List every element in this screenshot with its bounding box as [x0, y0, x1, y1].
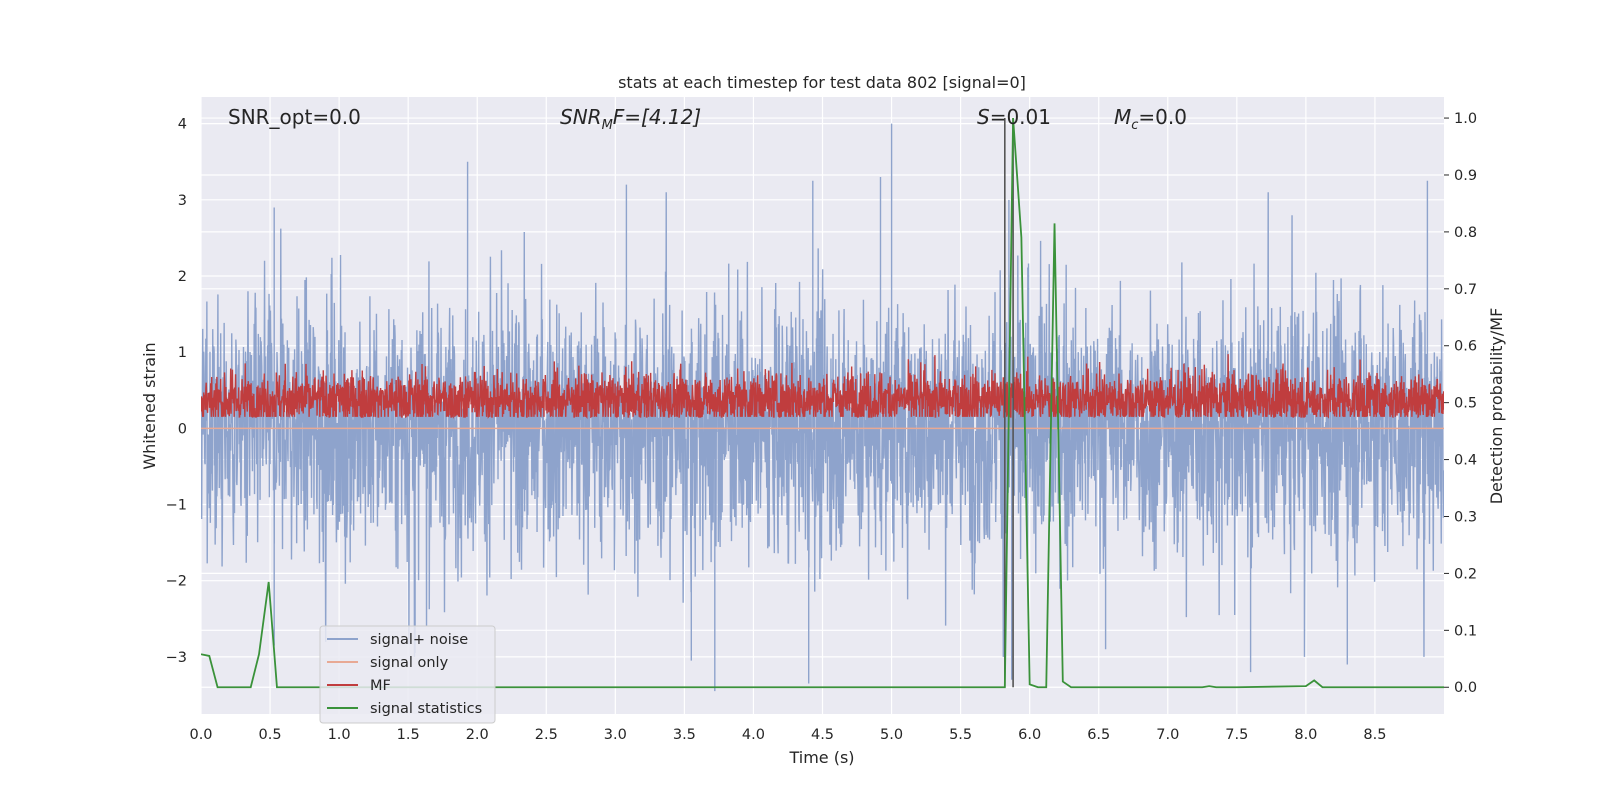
x-tick-label: 2.5: [535, 727, 558, 743]
annotation-mc-base: M: [1114, 105, 1131, 129]
y-right-tick-label: 0.3: [1454, 509, 1477, 525]
annotation-snr-mf-base: SNR: [560, 105, 602, 129]
x-tick-label: 8.5: [1363, 727, 1386, 743]
legend-label-signal-only: signal only: [370, 655, 449, 671]
annotation-snr-opt: SNR_opt=0.0: [228, 105, 361, 129]
x-tick-label: 4.0: [742, 727, 765, 743]
x-tick-label: 6.0: [1018, 727, 1041, 743]
y-right-tick-label: 0.7: [1454, 282, 1477, 298]
y-tick-label: 0: [178, 421, 187, 437]
annotation-mc: Mc=0.0: [1114, 105, 1187, 133]
y-tick-label: 4: [178, 117, 187, 133]
series-mf: [201, 354, 1444, 420]
x-tick-label: 1.0: [328, 727, 351, 743]
x-tick-label: 6.5: [1087, 727, 1110, 743]
y-right-tick-label: 0.8: [1454, 225, 1477, 241]
annotation-snr-mf-sub: M: [602, 118, 613, 133]
y-tick-label: −1: [166, 498, 187, 514]
y-right-tick-label: 0.1: [1454, 623, 1477, 639]
x-tick-label: 2.0: [466, 727, 489, 743]
legend-label-signal-noise: signal+ noise: [370, 632, 468, 648]
x-tick-label: 1.5: [397, 727, 420, 743]
chart-title: stats at each timestep for test data 802…: [618, 73, 1026, 92]
y-axis-label: Whitened strain: [140, 342, 159, 469]
y-right-tick-label: 0.0: [1454, 680, 1477, 696]
x-tick-label: 7.0: [1156, 727, 1179, 743]
annotation-s: S=0.01: [977, 105, 1051, 129]
x-tick-label: 8.0: [1294, 727, 1317, 743]
y-right-tick-label: 0.9: [1454, 168, 1477, 184]
y-tick-label: 1: [178, 345, 187, 361]
legend: signal+ noise signal only MF signal stat…: [319, 625, 496, 724]
legend-label-signal-statistics: signal statistics: [370, 701, 482, 717]
x-tick-label: 0.5: [259, 727, 282, 743]
annotation-mc-sub: c: [1131, 118, 1138, 133]
x-tick-label: 3.0: [604, 727, 627, 743]
x-axis-label: Time (s): [788, 748, 854, 767]
y-tick-label: 2: [178, 269, 187, 285]
axes: 0.0 0.5 1.0 1.5 2.0 2.5 3.0 3.5 4.0 4.5 5.0 5.5 6.0 6…: [166, 111, 1477, 743]
y-right-axis-label: Detection probability/MF: [1487, 308, 1506, 505]
series-signal-statistics: [201, 117, 1444, 689]
y-right-tick-label: 0.4: [1454, 453, 1477, 469]
y-right-tick-label: 1.0: [1454, 111, 1477, 127]
x-tick-label: 5.0: [880, 727, 903, 743]
x-tick-label: 5.5: [949, 727, 972, 743]
legend-label-mf: MF: [370, 678, 391, 694]
y-tick-label: 3: [178, 193, 187, 209]
y-right-tick-label: 0.5: [1454, 396, 1477, 412]
series-layer: [201, 117, 1444, 692]
legend-frame: [319, 625, 496, 724]
x-tick-label: 3.5: [673, 727, 696, 743]
annotation-mc-value: =0.0: [1138, 105, 1187, 129]
y-right-tick-label: 0.2: [1454, 566, 1477, 582]
annotation-s-value: =0.01: [990, 105, 1051, 129]
y-tick-label: −2: [166, 574, 187, 590]
annotation-snr-mf-tail: F=[4.12]: [613, 105, 701, 129]
y-right-tick-label: 0.6: [1454, 339, 1477, 355]
x-tick-label: 7.5: [1225, 727, 1248, 743]
x-tick-label: 4.5: [811, 727, 834, 743]
y-tick-label: −3: [166, 650, 187, 666]
x-tick-label: 0.0: [189, 727, 212, 743]
annotation-snr-mf: SNRMF=[4.12]: [560, 105, 701, 133]
annotation-s-italic: S: [977, 105, 990, 129]
